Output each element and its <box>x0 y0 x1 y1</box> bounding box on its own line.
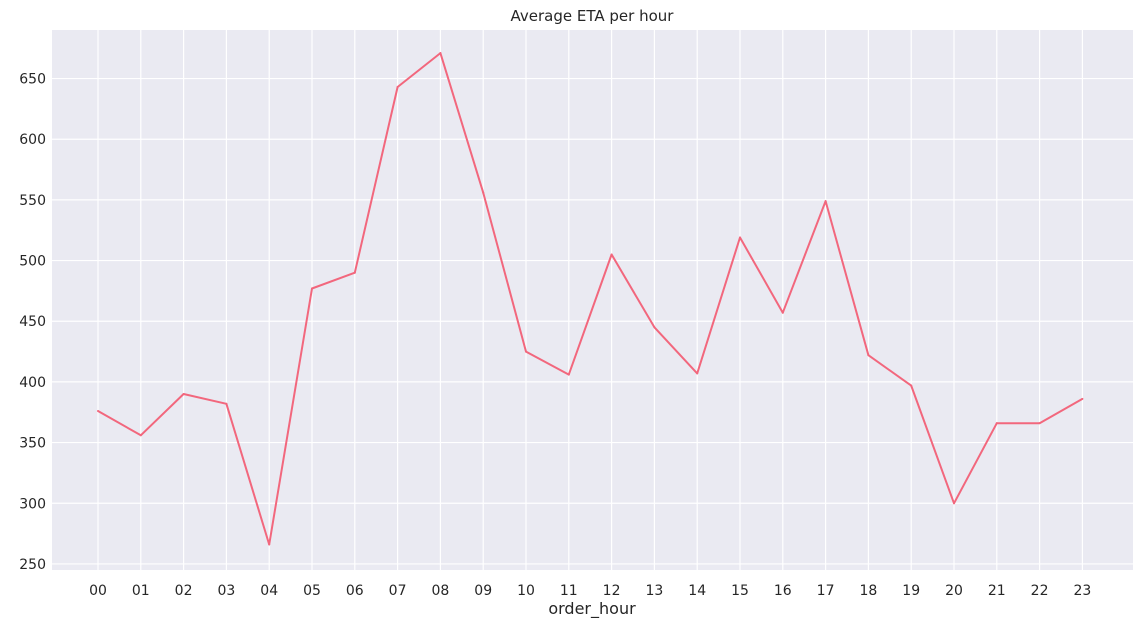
y-tick-label: 450 <box>19 314 46 330</box>
data-point <box>739 236 741 239</box>
y-tick-label: 600 <box>19 132 46 148</box>
data-point <box>182 393 185 396</box>
y-tick-labels: 250 300 350 400 450 500 550 600 650 <box>19 72 46 573</box>
x-tick-label: 20 <box>945 583 963 599</box>
x-tick-label: 14 <box>688 583 706 599</box>
x-tick-label: 05 <box>303 583 321 599</box>
x-tick-label: 13 <box>645 583 663 599</box>
x-tick-label: 07 <box>389 583 407 599</box>
x-tick-label: 00 <box>89 583 107 599</box>
x-tick-label: 19 <box>902 583 920 599</box>
data-point <box>567 373 570 376</box>
data-point <box>953 502 955 505</box>
series-lines <box>97 52 1084 546</box>
x-tick-label: 16 <box>774 583 792 599</box>
x-tick-label: 21 <box>988 583 1006 599</box>
data-point <box>867 354 870 357</box>
x-tick-label: 23 <box>1073 583 1091 599</box>
x-tick-label: 03 <box>217 583 235 599</box>
data-point <box>1038 422 1041 425</box>
x-tick-label: 17 <box>817 583 835 599</box>
data-point <box>396 86 399 89</box>
x-tick-label: 11 <box>560 583 578 599</box>
plot-area <box>52 30 1133 570</box>
data-point <box>525 350 527 353</box>
data-point <box>439 52 442 55</box>
x-tick-label: 15 <box>731 583 749 599</box>
x-tick-label: 18 <box>859 583 877 599</box>
data-point <box>653 326 656 329</box>
x-tick-label: 01 <box>132 583 150 599</box>
x-tick-label: 09 <box>474 583 492 599</box>
data-point <box>781 311 784 314</box>
chart-title: Average ETA per hour <box>511 7 675 25</box>
data-point <box>1081 397 1084 400</box>
y-tick-label: 650 <box>19 72 46 88</box>
data-point <box>995 422 998 425</box>
x-tick-label: 06 <box>346 583 364 599</box>
x-tick-label: 22 <box>1031 583 1049 599</box>
data-point <box>910 384 913 387</box>
data-point <box>225 402 228 405</box>
x-tick-label: 10 <box>517 583 535 599</box>
data-point <box>696 372 699 375</box>
y-tick-label: 350 <box>19 436 46 452</box>
x-tick-label: 04 <box>260 583 278 599</box>
y-tick-label: 300 <box>19 496 46 512</box>
gridlines <box>52 30 1133 570</box>
data-point <box>353 271 356 274</box>
data-point <box>482 191 485 194</box>
data-point <box>139 434 142 437</box>
y-tick-label: 550 <box>19 193 46 209</box>
y-tick-label: 500 <box>19 254 46 270</box>
x-tick-label: 12 <box>603 583 621 599</box>
data-point <box>311 287 313 290</box>
y-tick-label: 250 <box>19 557 46 573</box>
x-tick-label: 08 <box>431 583 449 599</box>
series-line <box>97 52 1083 546</box>
data-point <box>610 253 613 256</box>
x-axis-label: order_hour <box>548 599 636 619</box>
x-tick-label: 02 <box>175 583 193 599</box>
data-point <box>824 200 827 203</box>
y-tick-label: 400 <box>19 375 46 391</box>
x-tick-labels: 00 01 02 03 04 05 06 07 08 09 10 11 12 13 14 15 16 17 18 19… <box>89 583 1091 599</box>
data-point <box>268 543 271 546</box>
data-point <box>97 410 99 413</box>
